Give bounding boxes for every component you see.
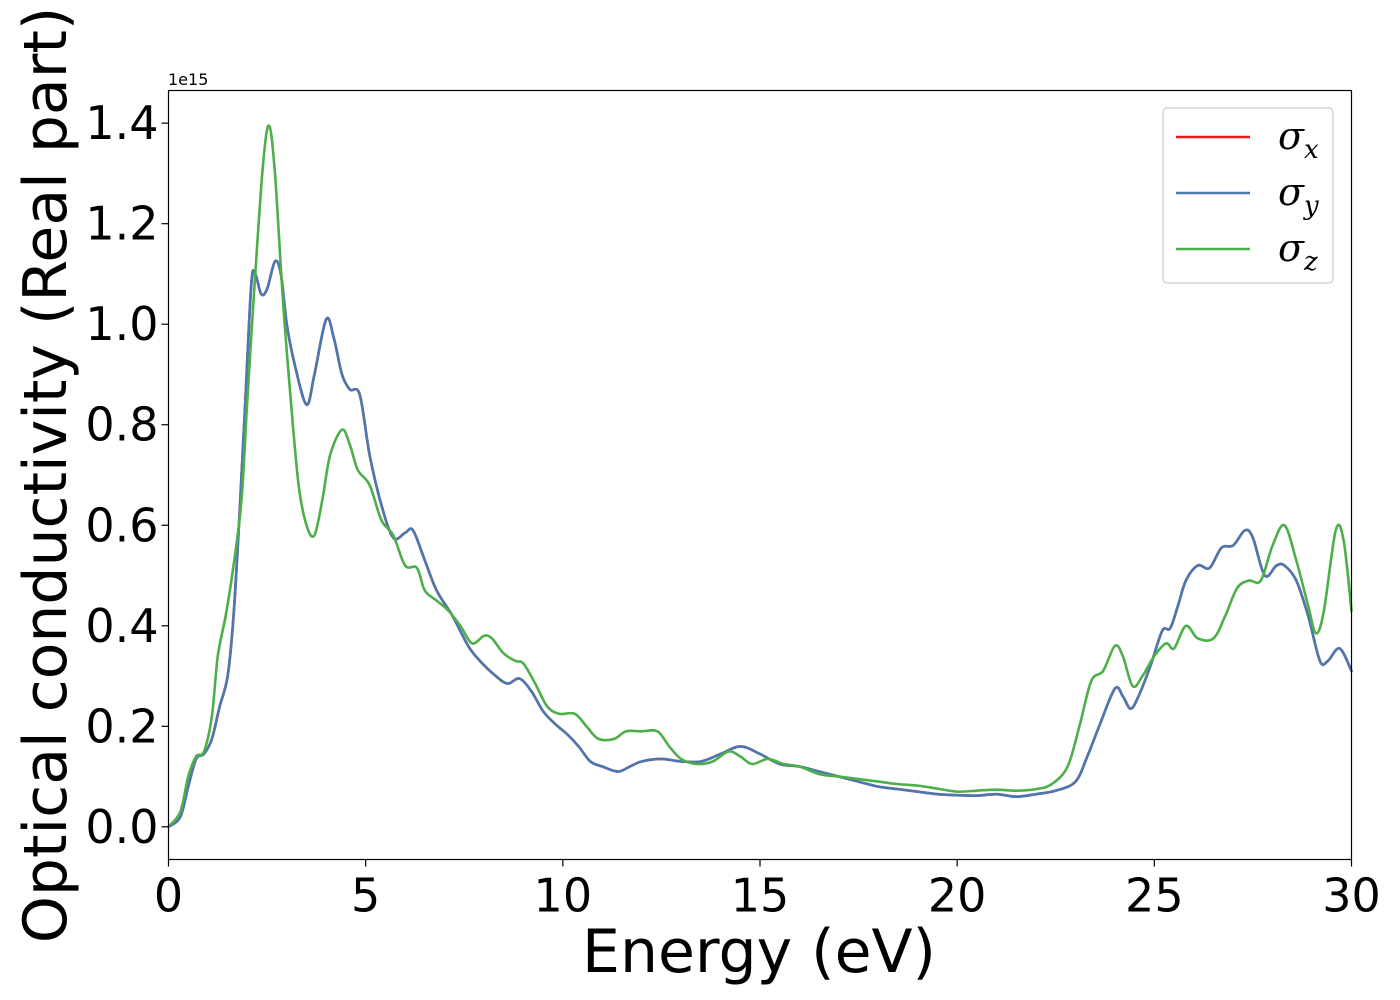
x-tick-label: 15 — [731, 869, 790, 923]
x-tick-label: 30 — [1322, 869, 1381, 923]
x-tick-label: 25 — [1125, 869, 1184, 923]
x-tick-label: 0 — [154, 869, 183, 923]
y-tick-label: 1.4 — [85, 96, 158, 150]
y-tick-label: 1.2 — [85, 197, 158, 251]
y-tick-label: 0.8 — [85, 398, 158, 452]
y-tick-label: 0.4 — [85, 599, 158, 653]
legend-subscript: y — [1303, 191, 1319, 221]
series-layer — [167, 124, 1353, 829]
y-tick-label: 1.0 — [85, 297, 158, 351]
legend-subscript: x — [1304, 135, 1319, 165]
series-line-y — [167, 259, 1353, 829]
x-tick-label: 10 — [534, 869, 593, 923]
y-axis: 0.0 0.2 0.4 0.6 0.8 1.0 1.2 1.4 — [85, 96, 169, 854]
legend-box — [1162, 107, 1334, 284]
x-tick-label: 20 — [928, 869, 987, 923]
y-tick-label: 0.6 — [85, 498, 158, 552]
x-axis: 0 5 10 15 20 25 30 — [154, 859, 1381, 923]
legend-subscript: z — [1303, 247, 1318, 277]
x-axis-title: Energy (eV) — [582, 917, 936, 987]
y-axis-title: Optical conductivity (Real part) — [11, 7, 81, 944]
y-tick-label: 0.2 — [85, 699, 158, 753]
y-tick-label: 0.0 — [85, 800, 158, 854]
y-offset-label: 1e15 — [168, 70, 208, 89]
series-line-z — [167, 124, 1353, 829]
x-tick-label: 5 — [351, 869, 380, 923]
